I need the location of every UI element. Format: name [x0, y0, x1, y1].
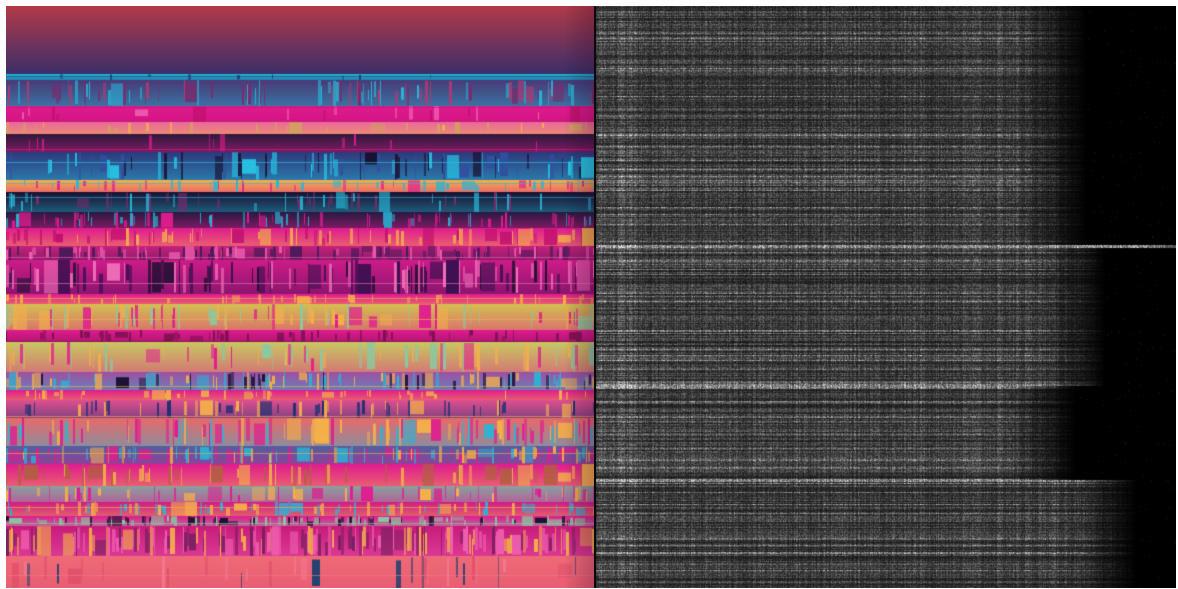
color-feature-panel [6, 6, 594, 588]
panel-divider [594, 6, 596, 588]
color-feature-image [6, 6, 594, 588]
spectrogram-image [596, 6, 1176, 588]
spectrogram-panel [596, 6, 1176, 588]
visualization-frame [6, 6, 1176, 588]
